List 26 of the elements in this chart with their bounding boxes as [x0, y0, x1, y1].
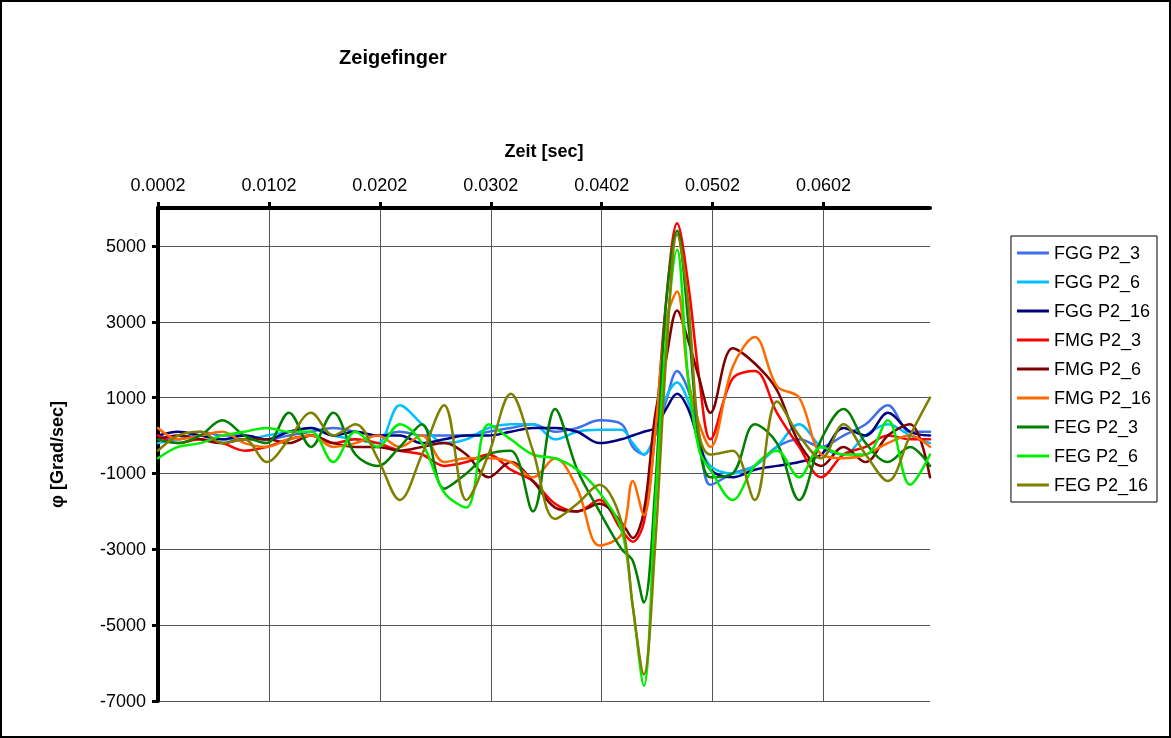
legend-label: FEG P2_16 — [1053, 475, 1149, 496]
y-tick-label: 5000 — [105, 235, 146, 256]
legend-label: FEG P2_3 — [1053, 417, 1139, 438]
legend-label: FGG P2_3 — [1053, 243, 1141, 264]
x-tick-label: 0.0002 — [130, 175, 186, 195]
x-axis-title: Zeit [sec] — [504, 141, 584, 161]
y-tick-label: 1000 — [105, 387, 146, 408]
x-tick-label: 0.0602 — [795, 175, 852, 195]
y-tick-label: -7000 — [99, 691, 146, 711]
x-tick-label: 0.0402 — [574, 175, 630, 195]
x-tick-label: 0.0302 — [463, 175, 519, 195]
x-tick-label: 0.0102 — [241, 175, 297, 195]
legend-label: FMG P2_6 — [1053, 359, 1141, 380]
y-axis-title: φ [Grad/sec] — [47, 401, 67, 508]
chart-title: Zeigefinger — [339, 46, 448, 68]
y-tick-label: -3000 — [99, 539, 146, 560]
x-tick-label: 0.0502 — [685, 175, 741, 195]
x-tick-label: 0.0202 — [352, 175, 408, 195]
y-tick-label: 3000 — [105, 311, 146, 332]
y-tick-label: -5000 — [99, 615, 146, 636]
legend-label: FGG P2_6 — [1053, 272, 1141, 293]
legend-label: FMG P2_16 — [1053, 388, 1152, 409]
legend-label: FGG P2_16 — [1053, 301, 1151, 322]
y-tick-label: -1000 — [99, 463, 146, 484]
legend-label: FMG P2_3 — [1053, 330, 1141, 351]
legend-label: FEG P2_6 — [1053, 446, 1139, 467]
